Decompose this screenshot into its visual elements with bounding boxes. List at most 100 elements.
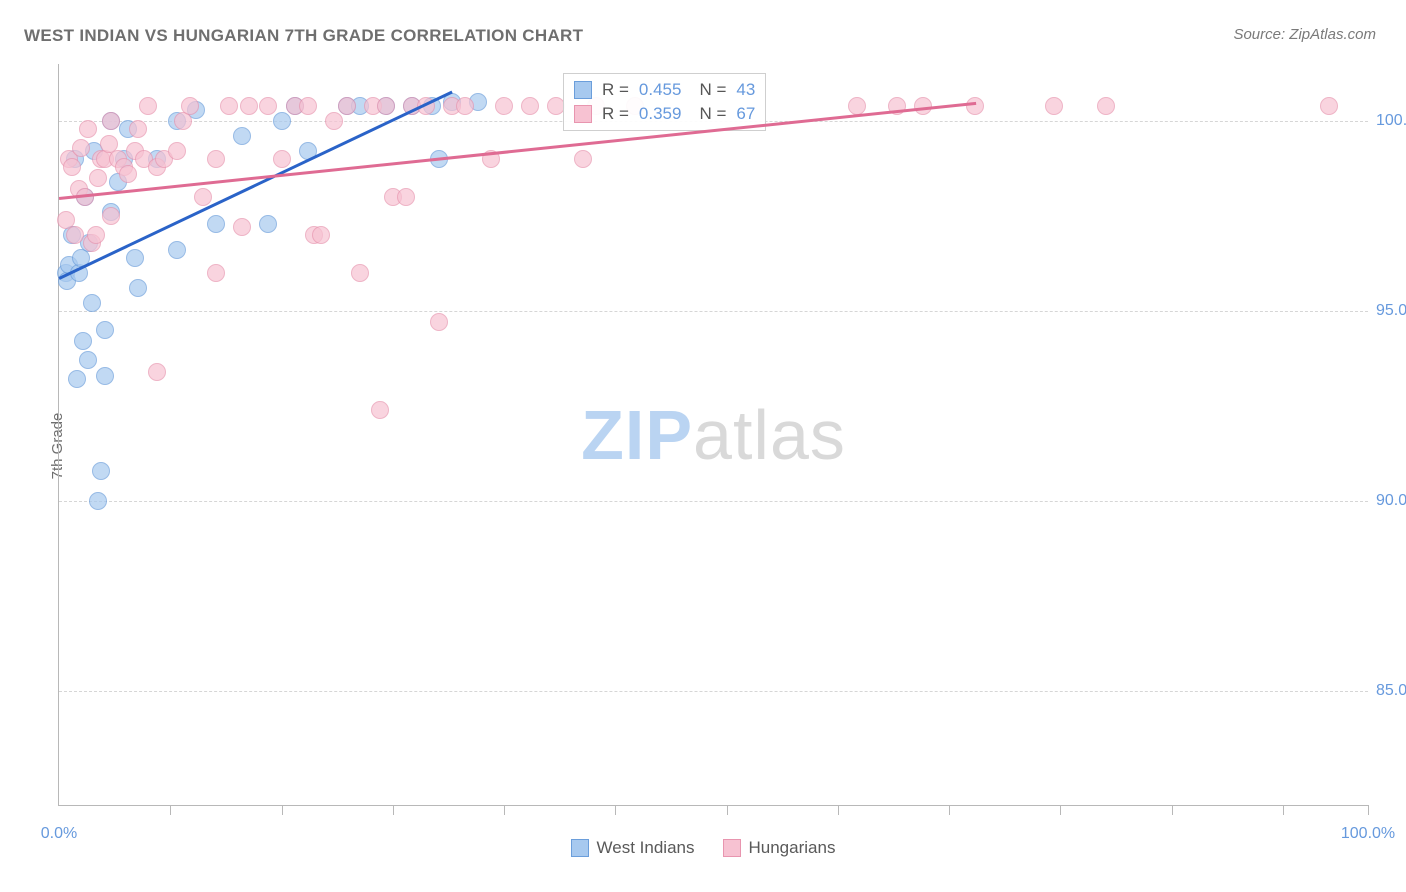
stats-r-value: 0.455	[639, 80, 682, 100]
data-point	[273, 112, 291, 130]
chart-container: WEST INDIAN VS HUNGARIAN 7TH GRADE CORRE…	[10, 10, 1396, 882]
data-point	[456, 97, 474, 115]
x-tick-mark	[727, 805, 728, 815]
data-point	[1320, 97, 1338, 115]
x-tick-mark	[393, 805, 394, 815]
legend-swatch	[574, 105, 592, 123]
bottom-legend: West Indians Hungarians	[10, 838, 1396, 858]
data-point	[96, 321, 114, 339]
data-point	[312, 226, 330, 244]
data-point	[68, 370, 86, 388]
x-tick-mark	[949, 805, 950, 815]
x-tick-mark	[504, 805, 505, 815]
stats-r-label: R =	[602, 104, 629, 124]
data-point	[63, 158, 81, 176]
x-tick-mark	[838, 805, 839, 815]
data-point	[1045, 97, 1063, 115]
data-point	[72, 139, 90, 157]
y-tick-label: 100.0%	[1376, 112, 1406, 130]
stats-r-value: 0.359	[639, 104, 682, 124]
legend-swatch	[574, 81, 592, 99]
data-point	[89, 492, 107, 510]
data-point	[1097, 97, 1115, 115]
data-point	[87, 226, 105, 244]
data-point	[89, 169, 107, 187]
data-point	[129, 279, 147, 297]
x-tick-mark	[1283, 805, 1284, 815]
stats-n-value: 67	[736, 104, 755, 124]
data-point	[371, 401, 389, 419]
data-point	[207, 215, 225, 233]
x-tick-mark	[1060, 805, 1061, 815]
data-point	[574, 150, 592, 168]
data-point	[181, 97, 199, 115]
x-tick-mark	[1172, 805, 1173, 815]
data-point	[377, 97, 395, 115]
data-point	[194, 188, 212, 206]
legend-item: West Indians	[571, 838, 695, 858]
data-point	[259, 97, 277, 115]
stats-box: R = 0.455 N = 43 R = 0.359 N = 67	[563, 73, 766, 131]
legend-label: West Indians	[597, 838, 695, 858]
data-point	[126, 249, 144, 267]
y-tick-label: 95.0%	[1376, 302, 1406, 320]
data-point	[207, 150, 225, 168]
stats-n-label: N =	[699, 104, 726, 124]
stats-n-label: N =	[699, 80, 726, 100]
x-tick-mark	[615, 805, 616, 815]
data-point	[207, 264, 225, 282]
chart-title: WEST INDIAN VS HUNGARIAN 7TH GRADE CORRE…	[24, 26, 583, 46]
data-point	[148, 363, 166, 381]
data-point	[351, 264, 369, 282]
legend-label: Hungarians	[749, 838, 836, 858]
stats-n-value: 43	[736, 80, 755, 100]
data-point	[273, 150, 291, 168]
data-point	[129, 120, 147, 138]
stats-row: R = 0.455 N = 43	[572, 78, 757, 102]
x-tick-mark	[170, 805, 171, 815]
data-point	[220, 97, 238, 115]
data-point	[848, 97, 866, 115]
data-point	[325, 112, 343, 130]
source-label: Source: ZipAtlas.com	[1233, 26, 1376, 43]
stats-r-label: R =	[602, 80, 629, 100]
stats-row: R = 0.359 N = 67	[572, 102, 757, 126]
data-point	[92, 462, 110, 480]
legend-swatch	[571, 839, 589, 857]
data-point	[102, 207, 120, 225]
watermark: ZIPatlas	[581, 395, 846, 475]
data-point	[966, 97, 984, 115]
legend-swatch	[723, 839, 741, 857]
data-point	[66, 226, 84, 244]
data-point	[119, 165, 137, 183]
data-point	[299, 97, 317, 115]
x-tick-mark	[1368, 805, 1369, 815]
plot-area: ZIPatlas 85.0%90.0%95.0%100.0%0.0%100.0%…	[58, 64, 1368, 806]
data-point	[338, 97, 356, 115]
data-point	[79, 120, 97, 138]
y-tick-label: 90.0%	[1376, 492, 1406, 510]
gridline	[59, 501, 1368, 502]
data-point	[168, 142, 186, 160]
data-point	[74, 332, 92, 350]
data-point	[139, 97, 157, 115]
y-tick-label: 85.0%	[1376, 682, 1406, 700]
data-point	[96, 367, 114, 385]
data-point	[240, 97, 258, 115]
data-point	[495, 97, 513, 115]
data-point	[233, 218, 251, 236]
data-point	[168, 241, 186, 259]
data-point	[233, 127, 251, 145]
x-tick-mark	[282, 805, 283, 815]
data-point	[83, 294, 101, 312]
data-point	[430, 313, 448, 331]
watermark-bold: ZIP	[581, 396, 693, 474]
legend-item: Hungarians	[723, 838, 836, 858]
data-point	[79, 351, 97, 369]
data-point	[102, 112, 120, 130]
watermark-rest: atlas	[693, 396, 846, 474]
gridline	[59, 691, 1368, 692]
gridline	[59, 311, 1368, 312]
data-point	[259, 215, 277, 233]
data-point	[397, 188, 415, 206]
